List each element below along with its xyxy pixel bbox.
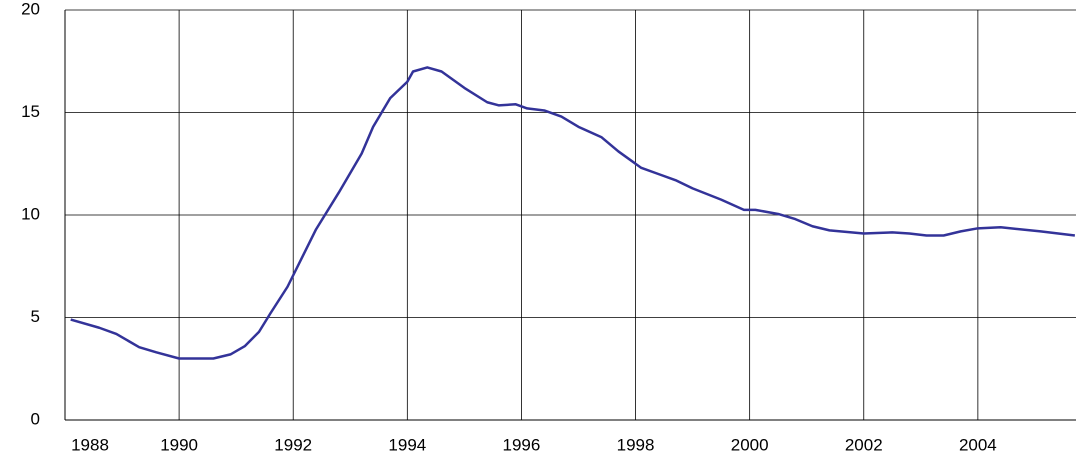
x-tick-label: 1990 <box>160 435 198 454</box>
x-tick-label: 1998 <box>617 435 655 454</box>
y-tick-label: 0 <box>31 409 40 428</box>
x-tick-label: 2002 <box>845 435 883 454</box>
x-tick-label: 1988 <box>71 435 109 454</box>
x-tick-label: 1994 <box>388 435 426 454</box>
y-tick-label: 5 <box>31 307 40 326</box>
x-tick-label: 2004 <box>959 435 997 454</box>
x-tick-label: 1996 <box>503 435 541 454</box>
x-tick-label: 1992 <box>274 435 312 454</box>
y-tick-label: 10 <box>21 204 40 223</box>
data-line <box>70 66 1076 360</box>
y-tick-label: 15 <box>21 102 40 121</box>
x-tick-label: 2000 <box>731 435 769 454</box>
y-tick-label: 20 <box>21 0 40 18</box>
